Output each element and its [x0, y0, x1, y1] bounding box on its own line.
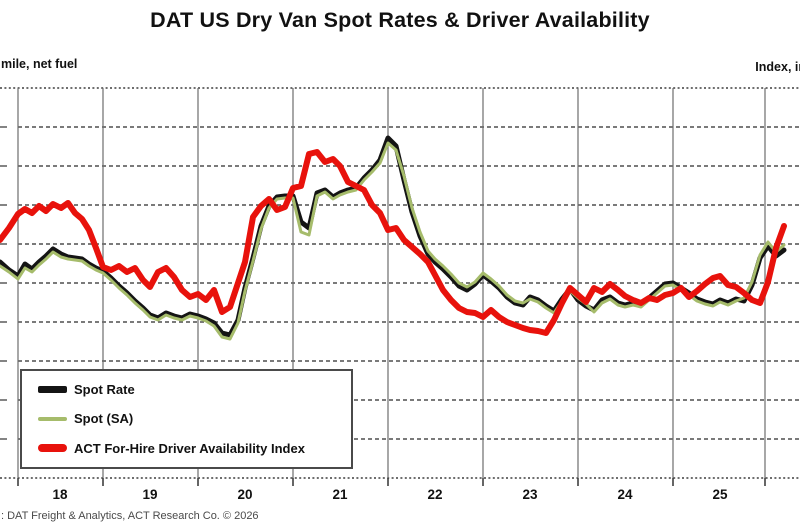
- chart-title: DAT US Dry Van Spot Rates & Driver Avail…: [150, 8, 650, 32]
- legend-item-driver-availability: ACT For-Hire Driver Availability Index: [38, 441, 351, 456]
- legend-item-spot-rate: Spot Rate: [38, 382, 351, 397]
- x-axis-tick-label: 19: [142, 487, 158, 502]
- footer-source: : DAT Freight & Analytics, ACT Research …: [1, 510, 259, 522]
- right-axis-label: Index, in: [755, 60, 800, 74]
- spot-rate-line-swatch-icon: [38, 386, 67, 394]
- legend-label: Spot Rate: [74, 382, 135, 398]
- x-axis-tick-label: 23: [522, 487, 538, 502]
- x-axis-tick-label: 18: [52, 487, 68, 502]
- legend-label: ACT For-Hire Driver Availability Index: [74, 440, 305, 456]
- x-axis-tick-label: 24: [617, 487, 633, 502]
- legend-item-spot-sa: Spot (SA): [38, 411, 351, 426]
- x-axis-tick-label: 25: [712, 487, 728, 502]
- x-axis-tick-label: 22: [427, 487, 443, 502]
- legend: Spot Rate Spot (SA) ACT For-Hire Driver …: [20, 369, 353, 469]
- x-axis-tick-label: 21: [332, 487, 348, 502]
- legend-label: Spot (SA): [74, 411, 134, 427]
- driver-availability-line-swatch-icon: [38, 444, 67, 453]
- x-axis-tick-label: 20: [237, 487, 253, 502]
- left-axis-label: mile, net fuel: [1, 57, 78, 71]
- spot-sa-line-swatch-icon: [38, 416, 67, 421]
